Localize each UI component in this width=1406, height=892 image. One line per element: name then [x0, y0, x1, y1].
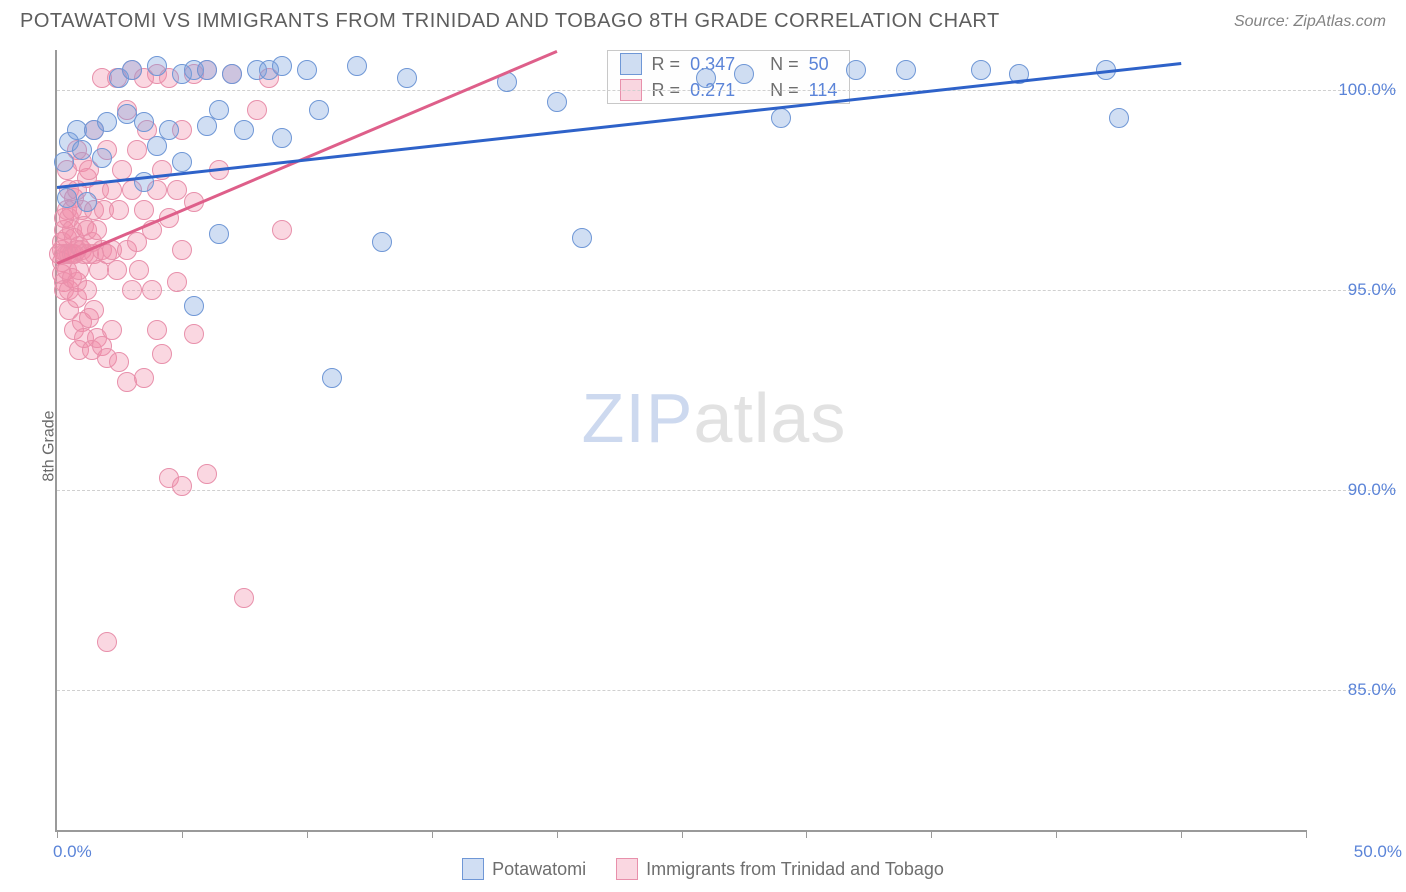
legend-n-label: N = — [770, 54, 799, 75]
legend-row: R = 0.347 N = 50 — [608, 51, 850, 77]
data-point — [372, 232, 392, 252]
data-point — [54, 152, 74, 172]
x-tick — [931, 830, 932, 838]
data-point — [152, 344, 172, 364]
x-tick — [307, 830, 308, 838]
data-point — [134, 112, 154, 132]
data-point — [134, 368, 154, 388]
data-point — [122, 280, 142, 300]
x-tick — [1056, 830, 1057, 838]
data-point — [72, 140, 92, 160]
data-point — [896, 60, 916, 80]
x-tick — [557, 830, 558, 838]
legend-swatch — [616, 858, 638, 880]
data-point — [97, 112, 117, 132]
y-tick-label: 95.0% — [1316, 280, 1396, 300]
x-tick — [432, 830, 433, 838]
data-point — [129, 260, 149, 280]
data-point — [297, 60, 317, 80]
data-point — [771, 108, 791, 128]
data-point — [57, 188, 77, 208]
correlation-legend: R = 0.347 N = 50R = 0.271 N = 114 — [607, 50, 851, 104]
x-tick — [57, 830, 58, 838]
data-point — [1109, 108, 1129, 128]
legend-r-label: R = — [652, 54, 681, 75]
y-tick-label: 90.0% — [1316, 480, 1396, 500]
data-point — [197, 464, 217, 484]
legend-n-value: 50 — [809, 54, 829, 75]
data-point — [971, 60, 991, 80]
legend-item: Potawatomi — [462, 858, 586, 880]
plot-area: ZIPatlas R = 0.347 N = 50R = 0.271 N = 1… — [55, 50, 1306, 832]
data-point — [322, 368, 342, 388]
data-point — [147, 320, 167, 340]
y-tick-label: 100.0% — [1316, 80, 1396, 100]
data-point — [109, 352, 129, 372]
data-point — [167, 272, 187, 292]
data-point — [197, 116, 217, 136]
gridline — [57, 290, 1396, 291]
x-tick — [682, 830, 683, 838]
data-point — [84, 300, 104, 320]
legend-swatch — [462, 858, 484, 880]
chart-container: ZIPatlas R = 0.347 N = 50R = 0.271 N = 1… — [55, 50, 1306, 832]
data-point — [109, 200, 129, 220]
data-point — [92, 148, 112, 168]
data-point — [572, 228, 592, 248]
gridline — [57, 490, 1396, 491]
data-point — [272, 128, 292, 148]
legend-swatch — [620, 53, 642, 75]
data-point — [272, 56, 292, 76]
x-tick — [182, 830, 183, 838]
y-tick-label: 85.0% — [1316, 680, 1396, 700]
data-point — [397, 68, 417, 88]
data-point — [272, 220, 292, 240]
data-point — [234, 588, 254, 608]
data-point — [209, 100, 229, 120]
series-legend: Potawatomi Immigrants from Trinidad and T… — [0, 858, 1406, 880]
data-point — [167, 180, 187, 200]
data-point — [122, 60, 142, 80]
data-point — [209, 224, 229, 244]
data-point — [159, 120, 179, 140]
data-point — [107, 260, 127, 280]
x-tick — [1181, 830, 1182, 838]
x-tick — [1306, 830, 1307, 838]
data-point — [134, 200, 154, 220]
data-point — [222, 64, 242, 84]
data-point — [127, 140, 147, 160]
data-point — [197, 60, 217, 80]
data-point — [309, 100, 329, 120]
data-point — [172, 152, 192, 172]
data-point — [147, 56, 167, 76]
legend-item: Immigrants from Trinidad and Tobago — [616, 858, 944, 880]
data-point — [234, 120, 254, 140]
gridline — [57, 690, 1396, 691]
data-point — [77, 192, 97, 212]
data-point — [547, 92, 567, 112]
data-point — [846, 60, 866, 80]
data-point — [184, 324, 204, 344]
data-point — [347, 56, 367, 76]
data-point — [97, 632, 117, 652]
data-point — [247, 100, 267, 120]
legend-label: Immigrants from Trinidad and Tobago — [646, 859, 944, 880]
data-point — [142, 280, 162, 300]
data-point — [184, 296, 204, 316]
data-point — [734, 64, 754, 84]
data-point — [696, 68, 716, 88]
data-point — [172, 476, 192, 496]
data-point — [87, 220, 107, 240]
data-point — [77, 280, 97, 300]
data-point — [102, 320, 122, 340]
data-point — [172, 240, 192, 260]
chart-title: POTAWATOMI VS IMMIGRANTS FROM TRINIDAD A… — [20, 10, 1000, 33]
data-point — [147, 136, 167, 156]
watermark: ZIPatlas — [582, 378, 847, 458]
legend-label: Potawatomi — [492, 859, 586, 880]
source-label: Source: ZipAtlas.com — [1234, 13, 1386, 31]
x-tick — [806, 830, 807, 838]
gridline — [57, 90, 1396, 91]
